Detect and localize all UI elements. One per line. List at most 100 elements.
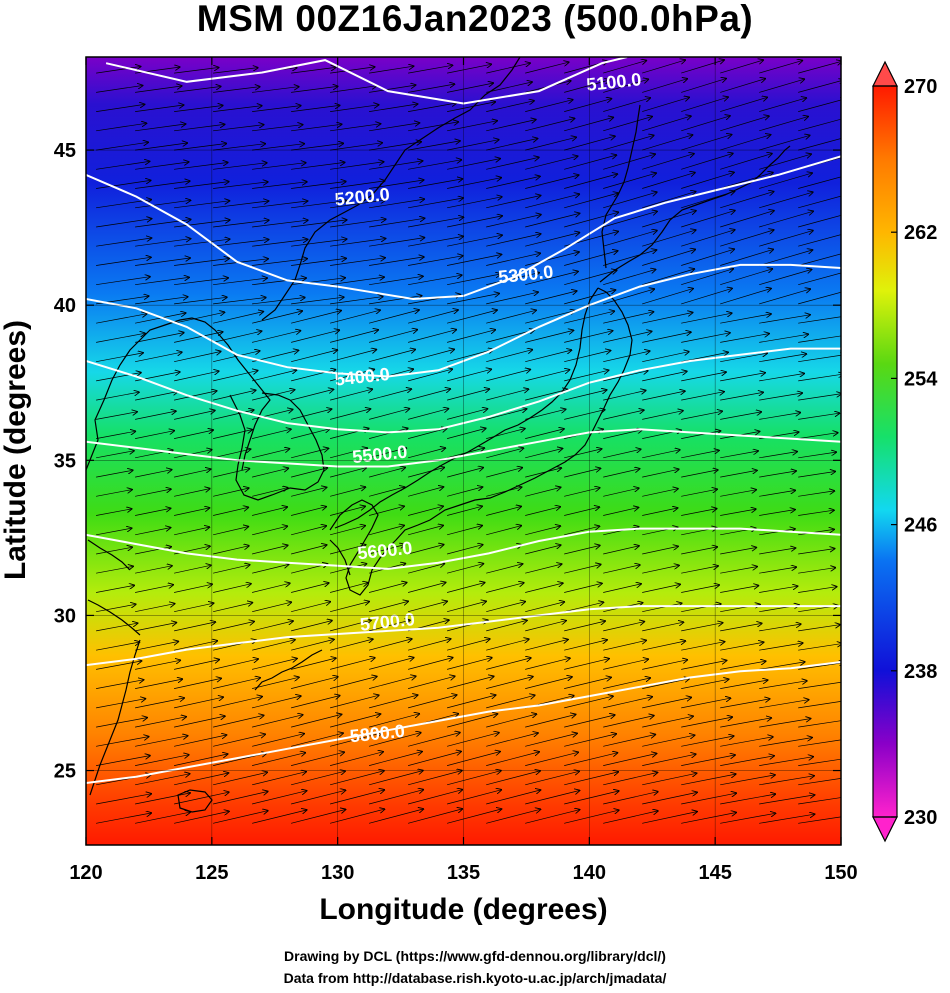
wind-arrow [330,487,365,497]
colorbar-tick-label: 238 [904,661,937,683]
wind-arrow [603,312,653,324]
x-tick-label: 150 [824,862,857,884]
wind-arrow [408,526,443,536]
wind-arrow [486,370,530,382]
wind-arrow [252,564,288,574]
wind-arrow [330,771,384,786]
wind-arrow [759,586,797,593]
wind-arrow [447,216,502,228]
wind-arrow [369,620,410,632]
wind-arrow [213,715,264,728]
wind-arrow [798,682,841,689]
wind-arrow [603,250,656,266]
wind-arrow [447,274,500,286]
wind-arrow [408,369,452,382]
wind-arrow [174,144,226,151]
wind-arrow [96,813,151,824]
wind-arrow [525,291,576,305]
wind-arrow [213,527,248,536]
wind-arrow [213,546,249,555]
wind-arrow [759,354,806,363]
wind-arrow [96,528,131,536]
wind-arrow [408,349,454,363]
wind-arrow [564,659,609,670]
wind-arrow [642,97,689,112]
wind-arrow [720,334,769,343]
wind-arrow [369,601,408,613]
wind-arrow [447,790,501,805]
wind-arrow [603,678,650,689]
wind-arrow [525,311,575,324]
wind-arrow [720,794,775,805]
y-tick-label: 40 [54,295,76,317]
wind-arrow [369,310,419,324]
wind-arrow [564,410,604,420]
wind-arrow [408,601,447,613]
wind-arrow [759,624,801,632]
wind-arrow [135,86,181,93]
wind-arrow [174,68,218,74]
wind-arrow [720,470,757,478]
wind-arrow [174,603,213,613]
wind-arrow [213,331,261,343]
wind-arrow [798,99,841,112]
wind-arrow [252,468,288,478]
wind-arrow [213,430,252,439]
wind-arrow [408,160,461,170]
wind-arrow [720,60,763,74]
wind-arrow [642,250,695,266]
wind-arrow [564,174,617,189]
wind-arrow [720,756,774,766]
wind-arrow [759,289,810,305]
wind-arrow [213,488,249,497]
wind-arrow [408,809,462,824]
wind-arrow [759,548,795,555]
wind-arrow [135,660,180,670]
wind-arrow [174,678,221,689]
wind-arrow [291,124,341,132]
wind-arrow [486,809,540,824]
wind-arrow [252,791,306,805]
wind-arrow [174,239,229,247]
wind-arrow [213,753,266,766]
wind-arrow [486,790,540,805]
wind-arrow [642,508,677,516]
wind-arrow [720,135,770,151]
wind-arrow [525,658,570,670]
wind-arrow [642,79,687,93]
wind-arrow [330,809,384,824]
wind-arrow [798,510,834,516]
wind-arrow [96,314,147,324]
wind-arrow [135,181,190,189]
wind-arrow [525,526,560,536]
wind-arrow [291,639,334,651]
wind-arrow [486,389,528,401]
wind-arrow [369,809,423,824]
wind-arrow [330,330,378,343]
wind-arrow [720,775,775,786]
wind-arrow [213,240,268,247]
wind-arrow [174,278,228,286]
x-tick-label: 125 [195,862,228,884]
wind-arrow [291,526,326,536]
wind-arrow [174,259,229,266]
wind-arrow [564,565,600,574]
wind-arrow [174,87,221,93]
wind-arrow [174,106,223,112]
wind-arrow [486,120,536,132]
wind-arrow [330,162,383,170]
wind-arrow [213,603,252,613]
wind-arrow [759,117,808,132]
wind-arrow [681,774,735,786]
wind-arrow [369,389,411,401]
wind-arrow [291,239,346,247]
wind-arrow [447,121,497,132]
wind-arrow [174,182,229,189]
wind-arrow [486,292,538,305]
wind-arrow [447,487,482,497]
wind-arrow [174,352,221,363]
wind-arrow [486,468,522,478]
wind-arrow [486,253,540,266]
wind-arrow [525,213,579,228]
wind-arrow [447,545,482,555]
